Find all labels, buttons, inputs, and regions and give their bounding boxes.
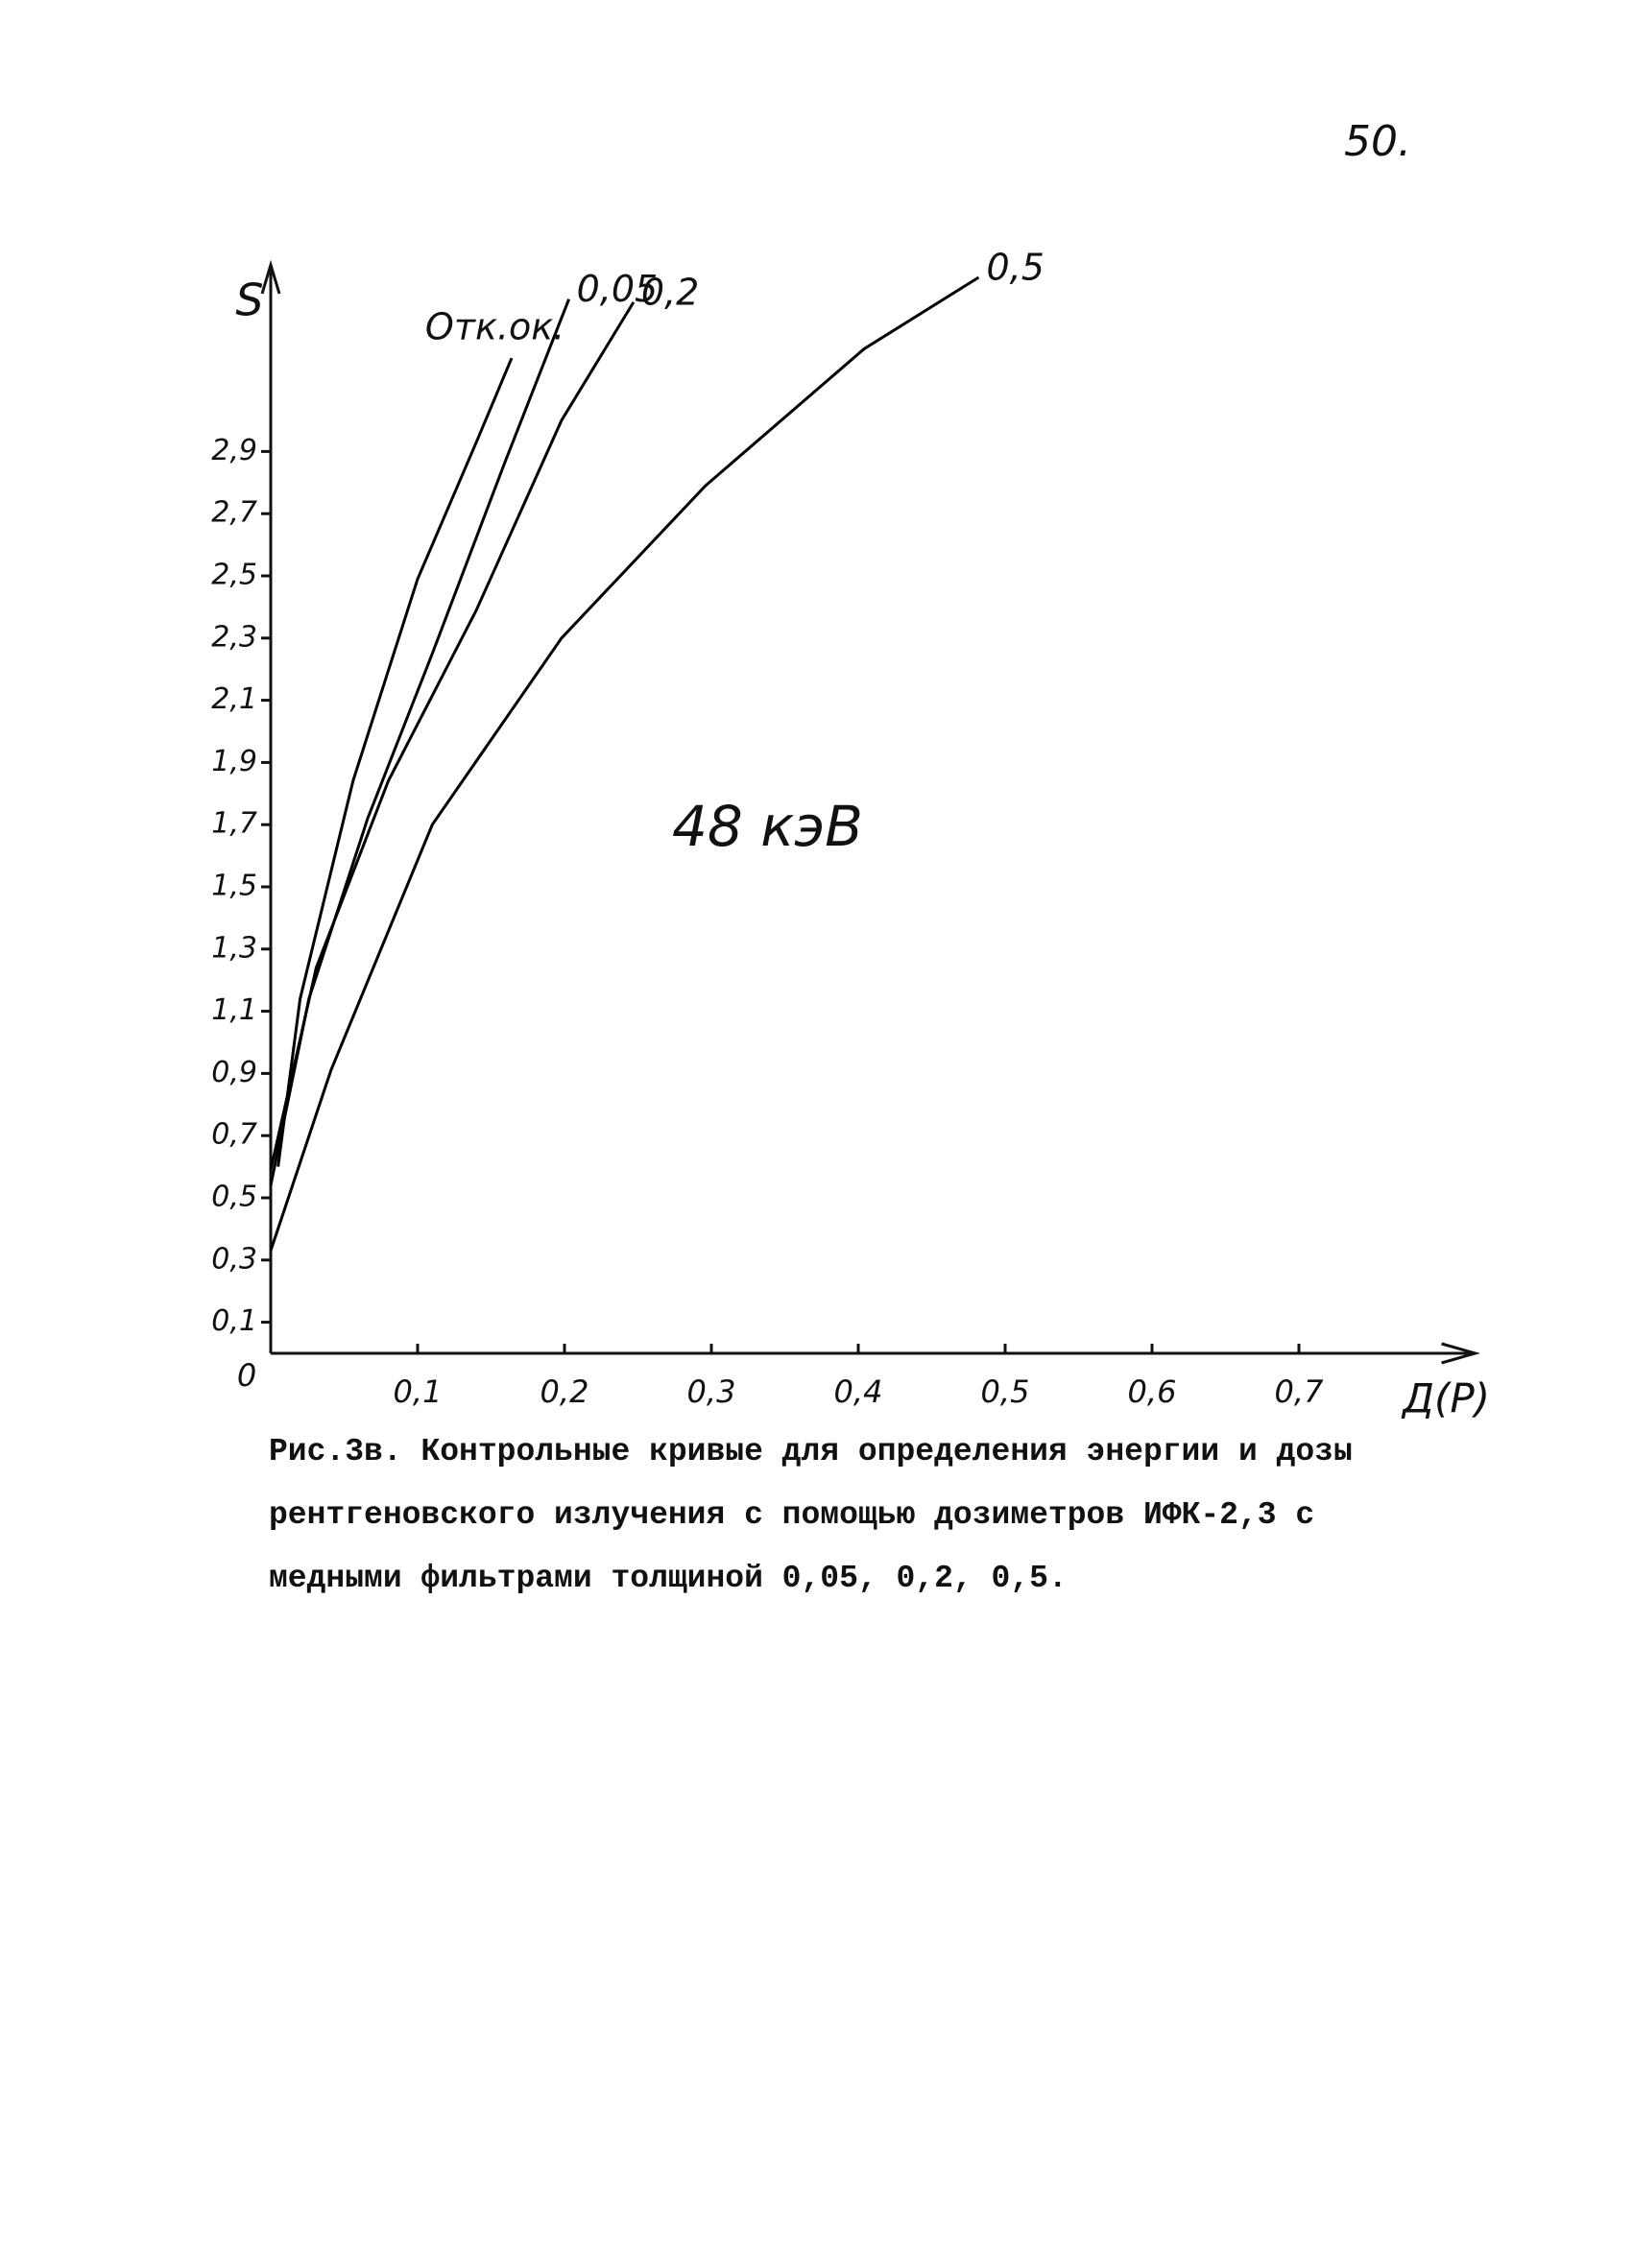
caption-line: медными фильтрами толщиной 0,05, 0,2, 0,… [269,1561,1068,1596]
series-label: 0,5 [986,246,1044,288]
y-tick-label: 1,1 [211,993,257,1027]
y-tick-label: 0,3 [211,1242,257,1276]
y-tick-label: 2,1 [211,682,257,716]
x-axis-arrow [1441,1342,1481,1365]
x-axis-label: Д(Р) [1401,1375,1490,1421]
series-label: 0,05 [577,268,659,310]
x-tick-label: 0,7 [1275,1373,1325,1410]
page-number: 50. [1344,117,1411,166]
y-tick-label: 0,9 [211,1056,257,1089]
x-tick-label: 0,2 [540,1373,589,1410]
y-tick-label: 2,3 [211,620,257,654]
y-tick-label: 0,7 [211,1118,257,1152]
caption-line: рентгеновского излучения с помощью дозим… [269,1497,1315,1533]
series-label: 0,2 [641,271,699,313]
curve [269,298,570,1186]
caption: Рис.3в. Контрольные кривые для определен… [269,1420,1517,1611]
annotation: 48 кэВ [672,794,863,859]
x-tick-label: 0,3 [687,1373,736,1410]
chart: 50. S Д(Р) 0 0,1 0,2 0,3 0,4 0,5 0,6 0,7 0,1 0,3 0,5… [211,117,1490,1421]
y-axis-label: S [235,275,263,326]
y-tick-label: 2,5 [211,559,257,592]
y-tick-label: 2,7 [211,496,257,530]
x-tick-label: 0,6 [1128,1373,1177,1410]
y-tick-label: 1,9 [211,745,257,778]
curve [269,301,636,1171]
x-tick-label: 0,5 [981,1373,1030,1410]
curve [276,357,514,1167]
x-tick-label: 0,1 [394,1373,443,1410]
series-label: Отк.ок. [425,306,564,348]
y-tick-label: 0,1 [211,1304,257,1338]
x-tick-label: 0 [237,1357,256,1394]
curve [269,275,980,1252]
y-tick-label: 1,7 [211,807,257,841]
x-tick-label: 0,4 [834,1373,883,1410]
y-tick-label: 2,9 [211,434,257,467]
y-axis-arrow [260,259,281,295]
y-tick-label: 1,5 [211,870,257,903]
caption-line: Рис.3в. Контрольные кривые для определен… [269,1434,1353,1469]
y-tick-label: 1,3 [211,931,257,965]
y-tick-label: 0,5 [211,1181,257,1214]
